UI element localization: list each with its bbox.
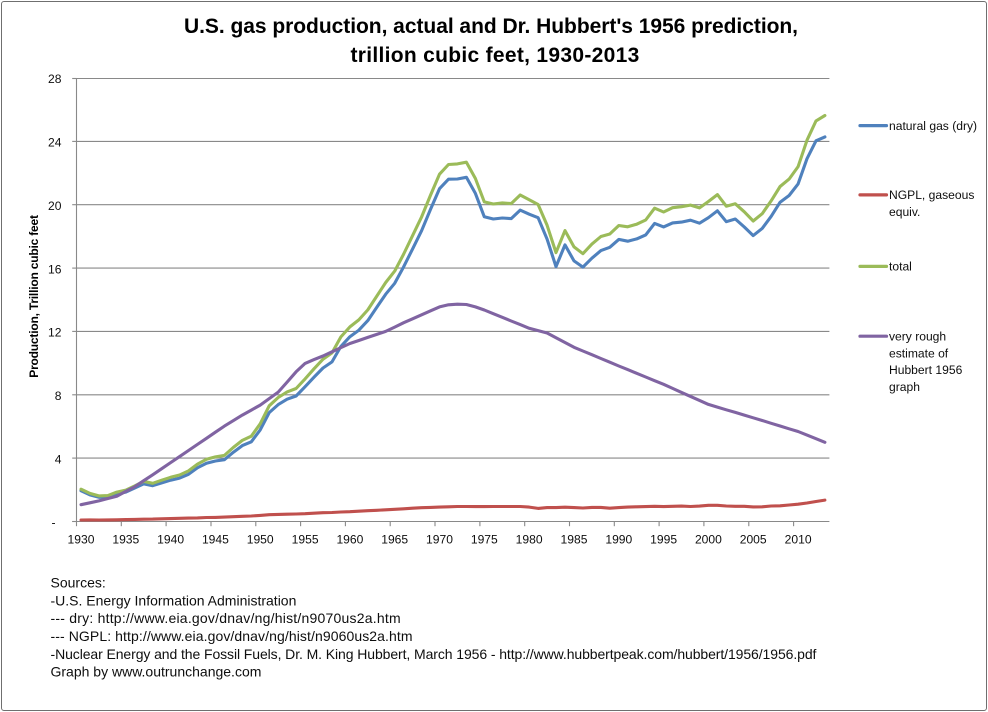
svg-text:1955: 1955: [292, 533, 319, 547]
svg-text:estimate of: estimate of: [889, 346, 949, 360]
svg-text:-U.S. Energy Information Admin: -U.S. Energy Information Administration: [51, 592, 297, 608]
svg-text:graph: graph: [889, 380, 920, 394]
svg-text:2005: 2005: [740, 533, 767, 547]
svg-text:equiv.: equiv.: [889, 205, 920, 219]
svg-text:1960: 1960: [336, 533, 363, 547]
svg-text:1930: 1930: [68, 533, 95, 547]
svg-text:total: total: [889, 260, 912, 274]
svg-text:1970: 1970: [426, 533, 453, 547]
svg-text:1965: 1965: [381, 533, 408, 547]
svg-text:1985: 1985: [561, 533, 588, 547]
svg-text:natural gas (dry): natural gas (dry): [889, 119, 977, 133]
svg-text:-: -: [51, 516, 55, 530]
svg-text:trillion cubic feet, 1930-2013: trillion cubic feet, 1930-2013: [350, 44, 639, 67]
svg-text:2000: 2000: [695, 533, 722, 547]
svg-text:1990: 1990: [605, 533, 632, 547]
svg-text:Production, Trillion cubic fee: Production, Trillion cubic feet: [27, 215, 41, 378]
svg-text:Sources:: Sources:: [51, 574, 106, 590]
svg-text:24: 24: [48, 136, 62, 150]
svg-text:2010: 2010: [785, 533, 812, 547]
svg-text:12: 12: [48, 326, 62, 340]
svg-text:1995: 1995: [650, 533, 677, 547]
svg-text:4: 4: [55, 452, 62, 466]
svg-text:U.S. gas production, actual an: U.S. gas production, actual and Dr. Hubb…: [184, 15, 798, 38]
svg-text:28: 28: [48, 72, 62, 86]
svg-text:Hubbert 1956: Hubbert 1956: [889, 363, 963, 377]
svg-text:1950: 1950: [247, 533, 274, 547]
svg-text:16: 16: [48, 262, 62, 276]
svg-text:1935: 1935: [112, 533, 139, 547]
svg-text:--- NGPL: http://www.eia.gov/d: --- NGPL: http://www.eia.gov/dnav/ng/his…: [51, 628, 413, 644]
svg-text:very rough: very rough: [889, 330, 946, 344]
svg-text:1940: 1940: [157, 533, 184, 547]
svg-text:8: 8: [55, 389, 62, 403]
svg-text:--- dry: http://www.eia.gov/dn: --- dry: http://www.eia.gov/dnav/ng/hist…: [51, 610, 401, 626]
svg-text:NGPL, gaseous: NGPL, gaseous: [889, 188, 974, 202]
svg-text:-Nuclear Energy and the Fossil: -Nuclear Energy and the Fossil Fuels, Dr…: [51, 646, 817, 662]
svg-text:1945: 1945: [202, 533, 229, 547]
svg-text:Graph by www.outrunchange.com: Graph by www.outrunchange.com: [51, 664, 262, 680]
svg-text:1975: 1975: [471, 533, 498, 547]
svg-text:1980: 1980: [516, 533, 543, 547]
svg-text:20: 20: [48, 199, 62, 213]
